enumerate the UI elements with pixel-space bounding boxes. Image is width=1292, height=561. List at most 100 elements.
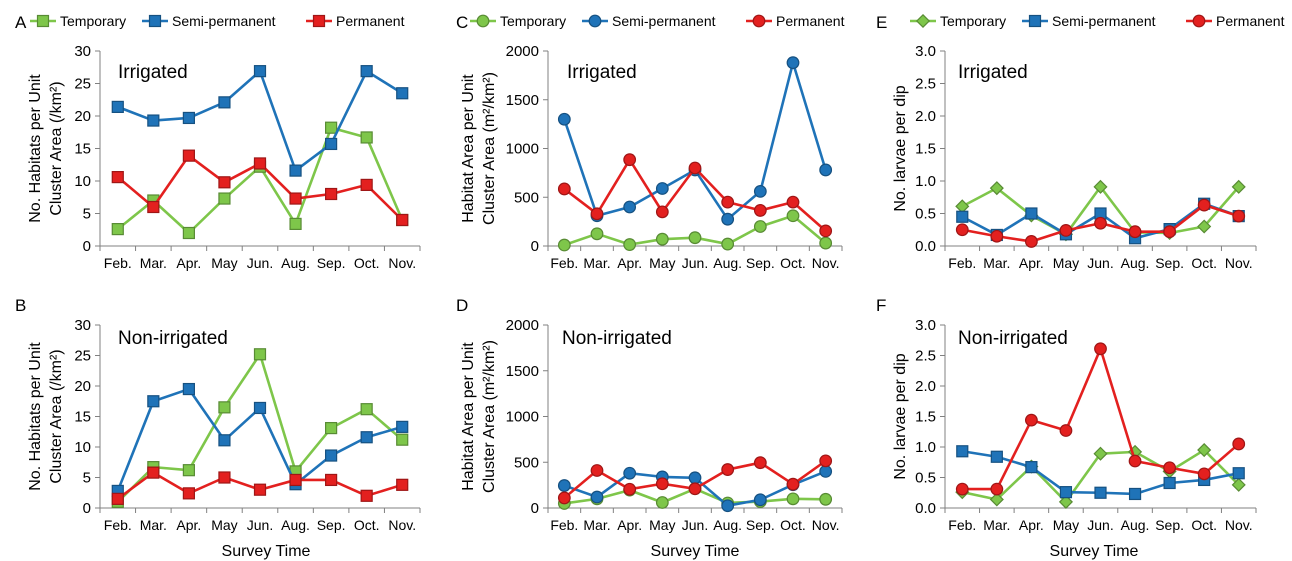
data-point — [786, 492, 800, 506]
x-tick-label: Oct. — [1191, 517, 1217, 533]
x-tick-label: May — [211, 517, 237, 533]
data-point — [1059, 223, 1073, 237]
panel-annotation: Non-irrigated — [562, 328, 672, 349]
data-point — [325, 421, 338, 435]
y-axis-label-line: No. larvae per dip — [892, 353, 909, 479]
y-tick-label: 500 — [514, 454, 539, 471]
x-tick-label: Aug. — [1121, 517, 1150, 533]
x-tick-label: Feb. — [948, 517, 976, 533]
x-tick-label: Apr. — [176, 255, 201, 271]
x-tick-label: Nov. — [812, 255, 840, 271]
x-axis-title: Survey Time — [222, 543, 311, 560]
data-point — [111, 100, 124, 114]
x-axis-title: Survey Time — [1050, 543, 1139, 560]
y-tick-label: 20 — [74, 108, 91, 125]
data-point — [557, 112, 571, 126]
y-axis-label-line: Cluster Area (/km²) — [48, 81, 65, 215]
data-point — [1059, 486, 1073, 499]
data-point — [325, 473, 338, 487]
panel-d: D 0 500 1000 1500 2000 Feb. Mar. Apr. May Jun. Aug.… — [456, 296, 843, 533]
data-point — [819, 465, 833, 478]
data-point — [360, 178, 373, 191]
data-point — [655, 477, 669, 491]
legend-label: Permanent — [336, 13, 405, 29]
x-tick-label: May — [649, 255, 675, 271]
y-tick-label: 0.0 — [915, 500, 936, 517]
legend-marker — [312, 14, 326, 28]
y-tick-label: 1500 — [506, 92, 539, 109]
data-point — [253, 157, 267, 170]
y-tick-label: 0.0 — [915, 238, 936, 255]
x-tick-label: Mar. — [140, 255, 167, 271]
data-point — [753, 220, 767, 233]
data-point — [111, 223, 124, 236]
x-tick-label: Oct. — [780, 255, 806, 271]
data-point — [1094, 342, 1107, 356]
x-tick-label: Sep. — [317, 517, 346, 533]
data-point — [590, 464, 604, 477]
x-tick-label: Mar. — [983, 255, 1010, 271]
data-point — [182, 464, 195, 477]
panel-label: F — [876, 296, 886, 315]
y-tick-label: 2.5 — [915, 348, 936, 365]
data-point — [218, 434, 231, 447]
data-point — [819, 492, 833, 506]
y-axis-label-line: Cluster Area (m²/km²) — [481, 72, 498, 225]
y-tick-label: 2.0 — [915, 108, 936, 125]
y-axis-label-line: Habitat Area per Unit — [460, 74, 477, 223]
x-tick-label: Mar. — [140, 517, 167, 533]
x-tick-label: Feb. — [948, 255, 976, 271]
data-point — [819, 163, 833, 177]
x-tick-label: Sep. — [1155, 255, 1184, 271]
y-tick-label: 5 — [83, 206, 91, 223]
data-point — [218, 192, 231, 205]
series-permanent — [111, 466, 409, 505]
legend-marker — [148, 14, 162, 28]
legend-marker — [752, 14, 766, 28]
data-point — [1231, 179, 1246, 194]
panel-annotation: Irrigated — [958, 62, 1028, 83]
y-tick-label: 30 — [74, 317, 91, 334]
y-tick-label: 1500 — [506, 363, 539, 380]
panel-f: F 0.0 0.5 1.0 1.5 2.0 2.5 3.0 Feb. Mar. Apr. May Jun… — [876, 296, 1257, 533]
y-axis-label: Habitat Area per Unit Cluster Area (m²/km… — [460, 340, 498, 493]
panel-c: C 0 500 1000 1500 2000 Feb. Mar. Apr. May Jun. Aug.… — [456, 13, 845, 271]
legend-label: Temporary — [500, 13, 566, 29]
x-tick-label: May — [649, 517, 675, 533]
y-axis-label: No. larvae per dip — [892, 85, 909, 211]
data-point — [557, 479, 571, 492]
y-tick-label: 0.5 — [915, 206, 936, 223]
data-point — [786, 477, 800, 491]
x-tick-label: Sep. — [746, 517, 775, 533]
x-tick-label: Jun. — [682, 517, 708, 533]
x-axis-title: Survey Time — [651, 543, 740, 560]
data-point — [147, 114, 160, 127]
y-tick-label: 10 — [74, 173, 91, 190]
y-axis-label-line: No. Habitats per Unit — [27, 342, 44, 491]
data-point — [396, 433, 409, 446]
y-tick-label: 1.0 — [915, 173, 936, 190]
x-tick-label: Jun. — [247, 517, 273, 533]
data-point — [218, 401, 231, 414]
series-permanent — [955, 342, 1246, 496]
x-tick-label: Mar. — [583, 517, 610, 533]
data-point — [1094, 486, 1107, 499]
data-point — [688, 231, 702, 245]
data-point — [623, 482, 637, 496]
x-tick-label: Apr. — [176, 517, 201, 533]
data-point — [1231, 477, 1246, 492]
series-temporary — [557, 209, 833, 252]
series-line — [116, 126, 404, 235]
x-tick-label: Nov. — [812, 517, 840, 533]
data-point — [557, 491, 571, 505]
series-permanent — [111, 149, 409, 227]
data-point — [786, 209, 800, 223]
x-tick-label: Mar. — [983, 517, 1010, 533]
data-point — [590, 490, 604, 504]
x-tick-label: Feb. — [550, 255, 578, 271]
x-tick-label: Feb. — [104, 517, 132, 533]
y-tick-label: 1000 — [506, 141, 539, 158]
series-permanent — [557, 153, 833, 238]
x-tick-label: Nov. — [1225, 255, 1253, 271]
data-point — [182, 487, 195, 500]
